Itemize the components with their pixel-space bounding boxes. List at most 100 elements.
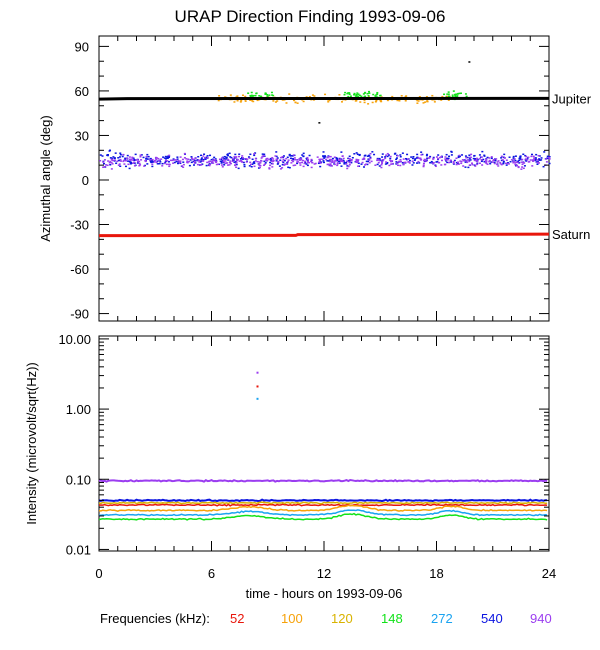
azimuth-point xyxy=(237,167,240,170)
azimuth-point xyxy=(534,158,537,160)
azimuth-point xyxy=(310,166,313,169)
azimuth-point xyxy=(536,163,539,165)
azimuth-point xyxy=(536,161,539,164)
azimuth-point xyxy=(374,101,377,103)
azimuth-point xyxy=(250,91,253,94)
azimuth-point xyxy=(407,161,410,163)
azimuth-point xyxy=(381,162,384,164)
azimuth-point xyxy=(527,156,530,159)
azimuth-point xyxy=(366,163,369,166)
azimuth-point xyxy=(168,165,171,168)
azimuth-point xyxy=(186,160,189,162)
azimuth-point xyxy=(221,160,224,162)
azimuth-point xyxy=(340,159,343,162)
azimuth-point xyxy=(211,162,214,164)
azimuth-point xyxy=(272,160,275,163)
azimuth-point xyxy=(283,159,286,162)
azimuth-point xyxy=(548,156,551,159)
azimuth-point xyxy=(405,157,408,160)
azimuth-point xyxy=(318,158,321,161)
x-tick-label: 12 xyxy=(317,566,331,581)
azimuth-point xyxy=(270,159,273,161)
azimuth-point xyxy=(351,156,354,159)
azimuth-point xyxy=(132,162,135,164)
azimuth-point xyxy=(521,166,524,168)
azimuth-point xyxy=(336,164,339,167)
azimuth-point xyxy=(538,158,541,160)
azimuth-point xyxy=(256,99,259,102)
azimuth-point xyxy=(165,156,168,158)
azimuth-point xyxy=(506,161,509,164)
azimuth-point xyxy=(305,163,308,165)
azimuth-point xyxy=(540,157,543,159)
azimuth-point xyxy=(122,159,125,162)
azimuth-point xyxy=(492,159,495,161)
azimuth-point xyxy=(323,157,326,159)
azimuth-point xyxy=(138,164,141,167)
azimuth-point xyxy=(217,99,220,102)
azimuth-point xyxy=(270,91,273,94)
azimuth-point xyxy=(103,162,106,165)
azimuth-point xyxy=(189,159,192,161)
azimuth-point xyxy=(253,161,256,163)
azimuth-point xyxy=(264,93,267,95)
azimuth-point xyxy=(253,165,256,168)
azimuth-point xyxy=(367,160,370,163)
azimuth-point xyxy=(235,161,238,164)
azimuth-point xyxy=(416,99,419,102)
azimuth-point xyxy=(369,152,372,155)
azimuth-point xyxy=(358,94,361,97)
azimuth-point xyxy=(317,162,320,165)
azimuth-point xyxy=(230,162,233,165)
azimuth-point xyxy=(240,161,243,163)
azimuth-point xyxy=(402,158,405,160)
azimuth-point xyxy=(545,161,548,163)
intensity-line-148 xyxy=(98,512,548,521)
azimuth-point xyxy=(369,156,372,159)
azimuth-point xyxy=(396,164,399,167)
azimuth-point xyxy=(314,162,317,165)
azimuth-point xyxy=(468,154,471,156)
azimuth-point xyxy=(108,161,111,164)
azimuth-point xyxy=(396,162,399,164)
azimuth-point xyxy=(119,152,122,154)
azimuth-point xyxy=(411,160,414,162)
azimuth-point xyxy=(139,154,142,156)
azimuth-point xyxy=(130,162,133,165)
azimuth-point xyxy=(536,160,539,163)
azimuth-point xyxy=(391,162,394,165)
azimuth-point xyxy=(316,156,319,158)
azimuth-point xyxy=(411,157,414,160)
azimuth-point xyxy=(166,157,169,160)
azimuth-point xyxy=(240,99,243,102)
azimuth-point xyxy=(537,162,540,164)
azimuth-point xyxy=(163,162,166,165)
azimuth-point xyxy=(434,164,437,166)
reference-line-jupiter xyxy=(98,96,550,101)
azimuth-point xyxy=(268,168,271,170)
azimuth-point xyxy=(406,153,409,156)
azimuth-point xyxy=(355,160,358,163)
azimuth-point xyxy=(190,157,193,160)
azimuth-point xyxy=(179,156,182,158)
azimuth-point xyxy=(299,157,302,159)
azimuth-point xyxy=(363,158,366,160)
azimuth-point xyxy=(347,160,350,162)
azimuth-point xyxy=(345,160,348,163)
azimuth-point xyxy=(179,161,182,164)
azimuth-point xyxy=(546,155,549,158)
azimuth-point xyxy=(330,165,333,167)
azimuth-point xyxy=(290,162,293,164)
azimuth-point xyxy=(167,161,170,163)
azimuth-point xyxy=(252,100,255,103)
azimuth-point xyxy=(260,157,263,159)
azimuth-point xyxy=(215,161,218,164)
azimuth-point xyxy=(455,161,458,164)
azimuth-point xyxy=(322,151,325,153)
azimuth-point xyxy=(348,163,351,166)
azimuth-point xyxy=(413,159,416,162)
azimuth-point xyxy=(398,100,401,102)
azimuth-point xyxy=(543,151,546,153)
azimuth-point xyxy=(459,92,462,94)
azimuth-point xyxy=(353,153,356,155)
